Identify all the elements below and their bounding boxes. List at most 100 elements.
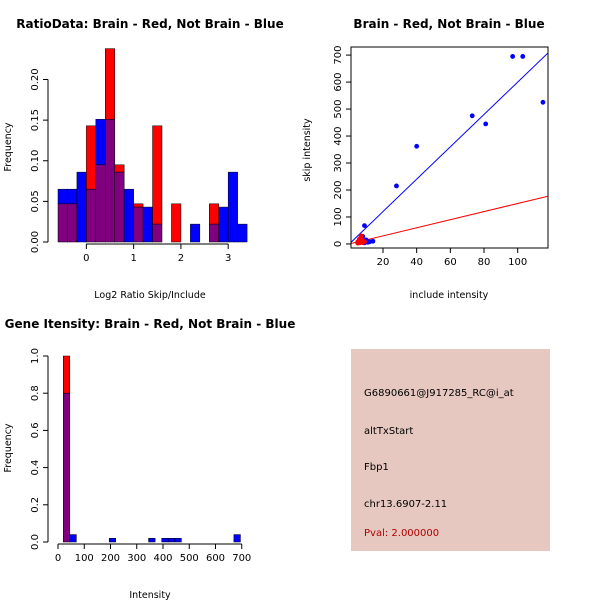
ratio-bar-brain — [114, 164, 125, 173]
ratio-bar-overlap — [209, 223, 219, 243]
ratio-bar-not-brain — [123, 188, 134, 243]
ratio-bars — [57, 48, 248, 243]
ratio-bar-brain — [209, 203, 219, 225]
ratio-x-tick-label: 0 — [83, 253, 89, 264]
ratio-bar-overlap — [114, 171, 125, 243]
intensity-bar-not-brain — [69, 534, 77, 543]
scatter-point-not-brain — [362, 223, 367, 229]
scatter-fit-line-not-brain — [351, 52, 548, 243]
intensity-bar-not-brain — [148, 538, 156, 543]
intensity-x-tick-label: 300 — [127, 553, 146, 564]
scatter-y-tick-label: 200 — [333, 180, 344, 199]
intensity-bar-overlap — [63, 392, 71, 543]
intensity-chart-title: Gene Itensity: Brain - Red, Not Brain - … — [5, 317, 296, 331]
scatter-x-tick-label: 20 — [377, 257, 390, 268]
ratio-x-tick-label: 1 — [130, 253, 136, 264]
pval-text: Pval: 2.000000 — [364, 528, 439, 539]
ratio-bar-not-brain — [57, 188, 68, 205]
ratio-bar-brain — [152, 125, 163, 225]
ratio-y-axis-label: Frequency — [3, 122, 14, 171]
intensity-x-axis-label: Intensity — [129, 590, 171, 600]
intensity-y-tick-label: 1.0 — [30, 348, 41, 364]
intensity-x-tick-label: 500 — [180, 553, 199, 564]
gene-name-text: Fbp1 — [364, 462, 389, 473]
ratio-bar-overlap — [67, 203, 78, 243]
location-text: chr13.6907-2.11 — [364, 499, 447, 510]
scatter-x-axis-label: include intensity — [410, 290, 489, 301]
ratio-y-tick-label: 0.10 — [30, 150, 41, 172]
scatter-point-brain — [357, 237, 362, 243]
intensity-x-tick-label: 0 — [55, 553, 61, 564]
intensity-x-tick-label: 200 — [101, 553, 120, 564]
scatter-fit-line-brain — [351, 195, 548, 245]
scatter-y-axis-label: skip intensity — [302, 118, 313, 182]
intensity-y-tick-label: 0.0 — [30, 534, 41, 550]
scatter-y-tick-label: 300 — [333, 153, 344, 172]
info-panel: G6890661@J917285_RC@i_at altTxStart Fbp1… — [351, 349, 550, 551]
ratio-bar-not-brain — [95, 119, 106, 166]
ratio-x-axis-label: Log2 Ratio Skip/Include — [94, 290, 206, 301]
scatter-x-tick-label: 40 — [410, 257, 423, 268]
ratio-bar-overlap — [57, 203, 68, 243]
scatter-point-not-brain — [483, 121, 489, 127]
scatter-y-tick-label: 500 — [333, 100, 344, 119]
intensity-y-tick-label: 0.8 — [30, 385, 41, 401]
ratio-bar-overlap — [152, 223, 163, 243]
ratio-bar-not-brain — [142, 206, 153, 243]
ratio-axes: 0 1 2 3 0.00 0.05 0.10 0.15 0.20 — [30, 68, 231, 264]
scatter-point-not-brain — [394, 183, 399, 189]
scatter-x-tick-label: 60 — [444, 257, 457, 268]
scatter-point-not-brain — [520, 54, 526, 59]
intensity-x-tick-label: 600 — [206, 553, 225, 564]
intensity-y-tick-label: 0.2 — [30, 497, 41, 513]
ratio-x-tick-label: 2 — [178, 253, 184, 264]
ratio-y-tick-label: 0.15 — [30, 109, 41, 131]
scatter-x-tick-label: 80 — [478, 257, 491, 268]
probe-id-text: G6890661@J917285_RC@i_at — [364, 388, 514, 399]
ratio-y-tick-label: 0.20 — [30, 68, 41, 90]
ratio-bar-brain — [105, 48, 115, 120]
intensity-bar-brain — [63, 355, 71, 394]
scatter-point-brain — [360, 240, 366, 246]
scatter-point-not-brain — [414, 143, 420, 149]
intensity-histogram-panel: Gene Itensity: Brain - Red, Not Brain - … — [3, 317, 295, 600]
scatter-chart-title: Brain - Red, Not Brain - Blue — [353, 17, 544, 31]
scatter-point-not-brain — [540, 99, 546, 105]
ratio-x-tick-label: 3 — [225, 253, 231, 264]
ratio-bar-overlap — [86, 188, 97, 243]
ratio-y-tick-label: 0.00 — [30, 231, 41, 253]
ratio-chart-title: RatioData: Brain - Red, Not Brain - Blue — [16, 17, 283, 31]
intensity-x-tick-label: 400 — [153, 553, 172, 564]
event-type-text: altTxStart — [364, 426, 413, 437]
scatter-y-tick-label: 0 — [333, 241, 344, 247]
scatter-y-tick-label: 100 — [333, 207, 344, 226]
intensity-bar-not-brain — [168, 538, 176, 543]
ratio-bar-not-brain — [237, 223, 248, 243]
ratio-bar-not-brain — [67, 188, 78, 205]
ratio-bar-overlap — [95, 164, 106, 243]
intensity-bar-not-brain — [161, 538, 169, 543]
scatter-y-tick-label: 700 — [333, 46, 344, 65]
scatter-y-tick-label: 400 — [333, 126, 344, 145]
scatter-point-not-brain — [469, 113, 475, 119]
scatter-point-not-brain — [510, 54, 516, 59]
intensity-bar-not-brain — [174, 538, 182, 543]
ratio-bar-brain — [133, 203, 144, 208]
intensity-bars — [63, 355, 241, 543]
ratio-bar-brain — [86, 125, 97, 190]
info-panel-background — [351, 349, 550, 551]
intensity-x-tick-label: 700 — [232, 553, 251, 564]
intensity-y-axis-label: Frequency — [3, 423, 14, 472]
scatter-point-not-brain — [370, 238, 376, 244]
intensity-bar-not-brain — [233, 534, 241, 543]
ratio-histogram-panel: RatioData: Brain - Red, Not Brain - Blue… — [3, 17, 284, 301]
ratio-bar-not-brain — [190, 223, 201, 243]
intensity-x-tick-label: 100 — [75, 553, 94, 564]
intensity-y-tick-label: 0.6 — [30, 422, 41, 438]
scatter-y-tick-label: 600 — [333, 73, 344, 92]
intensity-bar-not-brain — [108, 538, 116, 543]
intensity-y-tick-label: 0.4 — [30, 460, 41, 476]
scatter-axes: 20 40 60 80 100 0 100 200 300 400 500 600 700 — [333, 46, 527, 268]
ratio-bar-overlap — [133, 206, 144, 243]
